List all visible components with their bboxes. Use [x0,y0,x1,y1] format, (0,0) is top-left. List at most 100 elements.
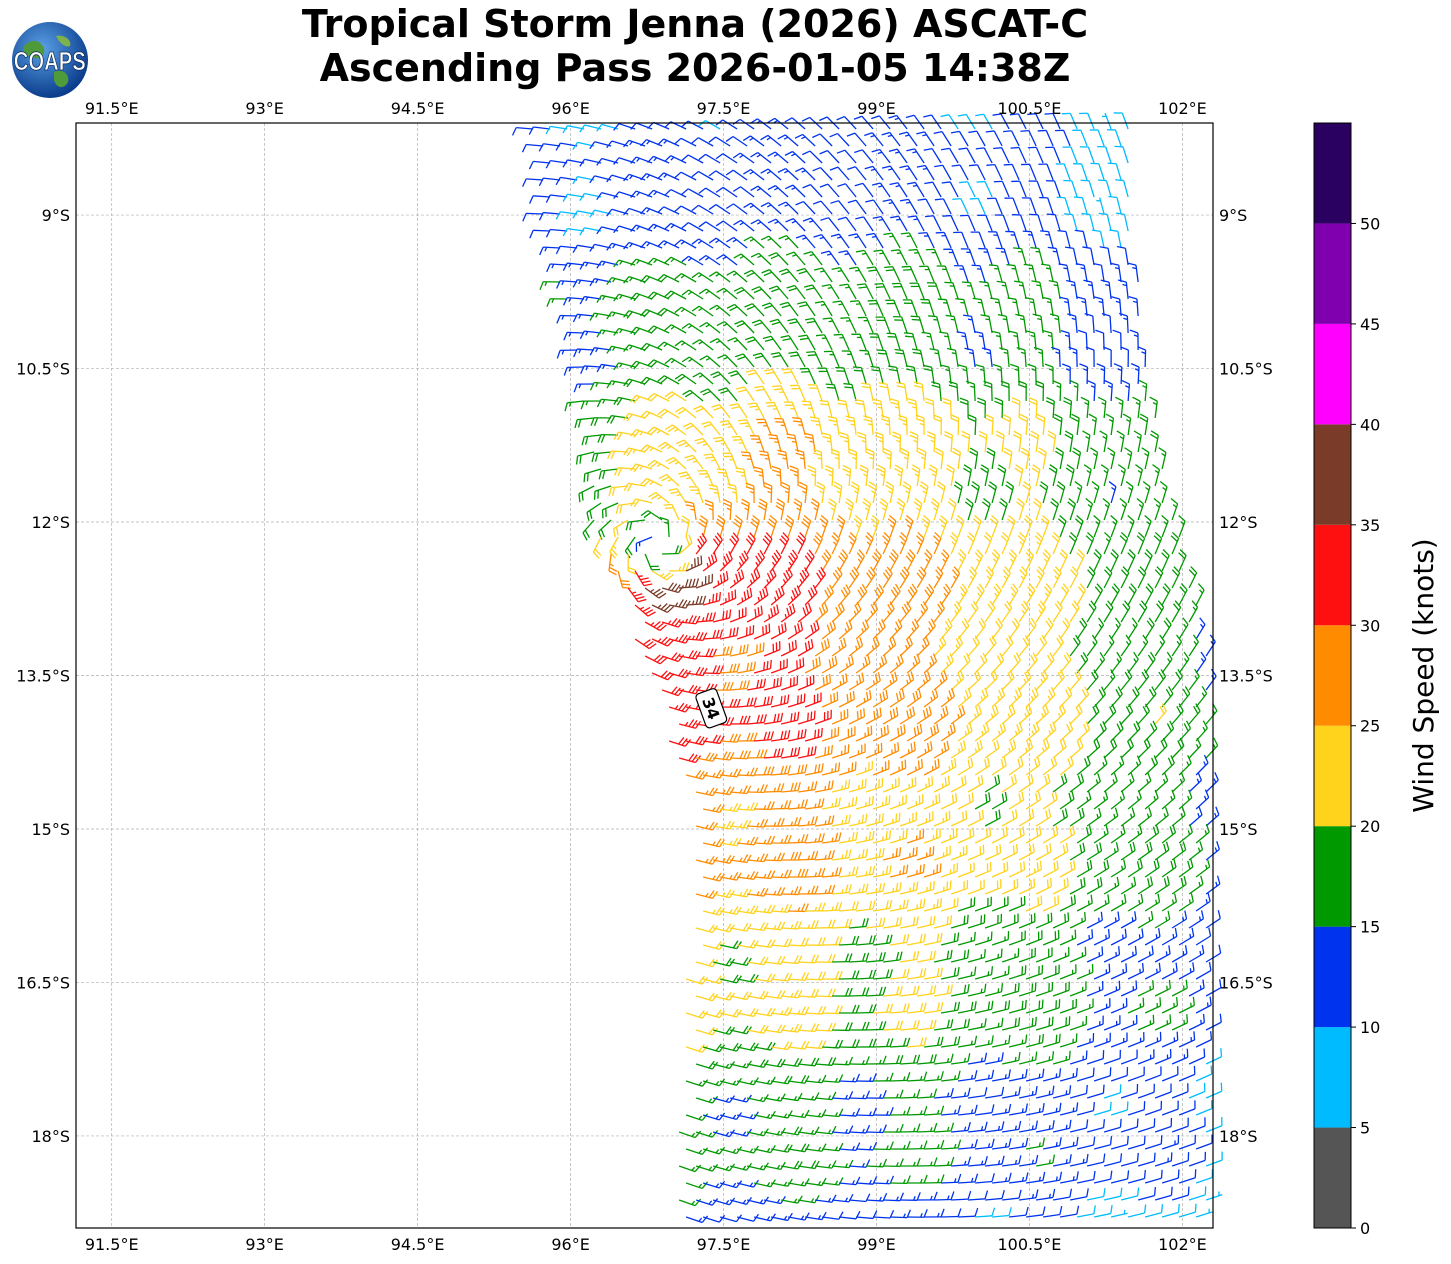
wind-barb [938,514,948,538]
wind-barb [1027,146,1044,164]
wind-barb [1171,875,1187,895]
wind-barb [630,498,653,508]
wind-barb [934,198,952,215]
wind-barb [685,975,709,985]
wind-barb [787,693,806,708]
wind-barb [640,342,663,352]
wind-barb [1171,634,1183,657]
wind-barb [790,384,806,402]
wind-barb [838,690,855,708]
wind-barb [1120,1118,1139,1133]
wind-barb [957,113,976,130]
wind-barb [899,165,918,181]
wind-barb [930,498,940,521]
wind-barb [1025,826,1042,844]
wind-barb [781,746,801,759]
wind-barb [884,266,901,283]
wind-barb [1154,876,1170,895]
wind-barb [1018,773,1034,793]
wind-barb [883,916,903,929]
wind-barb [708,237,731,249]
wind-barb [966,531,976,555]
wind-barbs-layer [511,112,1223,1224]
wind-barb [1171,979,1188,997]
wind-barb [1161,927,1178,946]
wind-barb [659,516,670,538]
wind-barb [944,430,953,453]
wind-barb [767,151,789,164]
wind-barb [1133,430,1142,453]
wind-barb [698,288,721,300]
wind-barb [740,451,755,470]
wind-barb [1086,600,1097,623]
wind-barb [957,897,976,912]
wind-barb [924,397,935,419]
wind-barb [574,417,595,429]
wind-barb [1178,962,1195,980]
wind-barb [777,167,799,181]
wind-barb [1144,720,1158,742]
colorbar-tick-label: 20 [1360,817,1380,836]
wind-barb [991,861,1009,878]
wind-barb [1110,1209,1128,1218]
wind-barb [743,202,765,215]
wind-barb [832,884,852,895]
wind-barb [845,498,855,521]
wind-barb [1161,583,1171,606]
wind-barb [900,1123,921,1133]
wind-barb [545,194,568,203]
wind-barb [1110,514,1118,538]
wind-barb [849,883,869,895]
wind-barb [924,181,942,198]
wind-barb [1093,998,1111,1014]
wind-barb [883,1089,904,1099]
wind-barb [732,118,755,130]
wind-barb [819,183,840,198]
wind-barb [1120,634,1132,657]
wind-barb [674,137,697,147]
wind-barb [857,431,867,453]
wind-barb [1128,295,1139,317]
wind-barb [856,900,876,912]
wind-barb [1154,634,1166,657]
wind-barb [924,1208,945,1218]
wind-barb [1074,481,1083,504]
wind-barb [967,740,983,759]
wind-barb [522,178,544,187]
wind-barb [899,916,919,929]
wind-barb [719,1180,743,1189]
wind-barb [1120,807,1136,827]
wind-barb [950,880,969,895]
wind-barb [865,636,880,657]
wind-barb [1069,703,1083,725]
wind-barb [752,352,772,368]
wind-barb [630,463,653,473]
wind-barb [608,485,629,497]
wind-barb [948,380,959,402]
wind-barb [1068,346,1078,368]
lat-tick-label: 12°S [1219,513,1258,532]
wind-barb [692,372,714,385]
wind-barb [951,1053,971,1065]
wind-barb [623,412,646,422]
wind-barb [1159,481,1168,504]
wind-barb [1154,910,1171,929]
wind-barb [805,1211,827,1221]
wind-barb [991,896,1009,912]
wind-barb [720,837,742,847]
wind-barb [1056,481,1066,504]
wind-barb [1127,1135,1146,1150]
wind-barb [839,901,859,912]
wind-barb [912,348,925,368]
wind-barb [955,298,969,317]
wind-barb [890,1175,911,1185]
wind-barb [708,170,731,181]
wind-barb [522,212,544,222]
wind-barb [861,382,874,402]
wind-barb [555,142,578,151]
wind-barb [1064,213,1078,232]
wind-barb [657,172,680,181]
wind-barb [1059,790,1075,810]
wind-barb [1205,1048,1223,1065]
wind-barb [1055,129,1071,147]
